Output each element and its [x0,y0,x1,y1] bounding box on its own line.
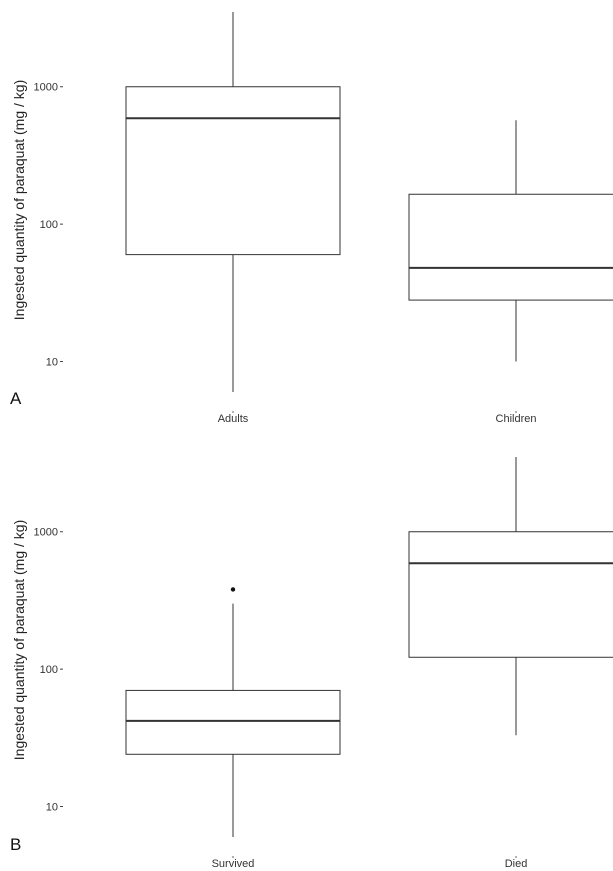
x-tick-label: Children [496,413,537,425]
box-iqr [125,689,341,755]
x-tick-label: Died [505,858,528,870]
y-tick-label: 100 [40,664,58,676]
y-axis-title: Ingested quantity of paraquat (mg / kg) [11,80,27,320]
outlier-point [230,587,236,592]
box-iqr [125,86,341,256]
panel-letter: B [10,835,21,854]
y-axis-title: Ingested quantity of paraquat (mg / kg) [11,520,27,760]
y-tick-label: 10 [46,357,58,369]
y-tick-label: 10 [46,802,58,814]
panel-letter: A [10,389,22,408]
y-tick-label: 1000 [34,82,58,94]
x-tick-label: Survived [212,858,255,870]
y-tick-label: 100 [40,219,58,231]
x-tick-label: Adults [218,413,249,425]
box-iqr [408,193,613,301]
box-iqr [408,531,613,658]
y-tick-label: 1000 [34,527,58,539]
